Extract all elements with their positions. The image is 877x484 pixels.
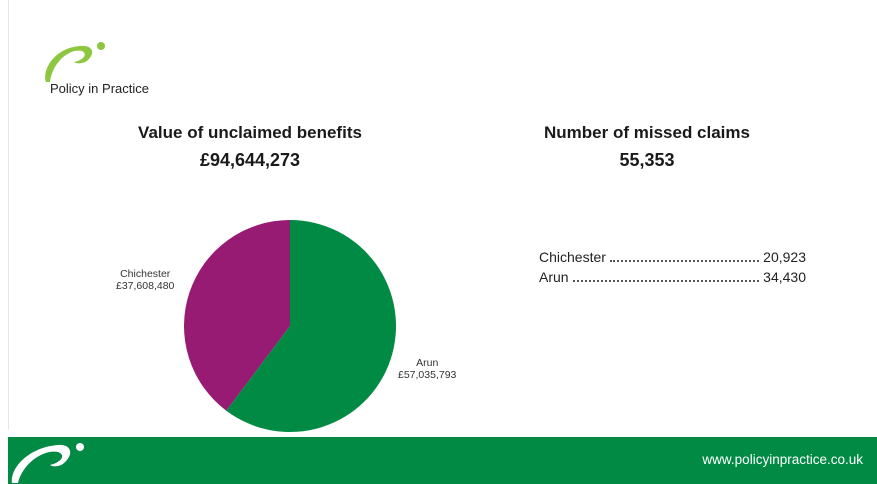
claims-value-arun: 34,430 — [763, 269, 806, 285]
missed-claims-heading: Number of missed claims — [544, 123, 750, 142]
logo-text: Policy in Practice — [50, 81, 149, 96]
slice-label-chichester-value: £37,608,480 — [116, 280, 175, 292]
policy-in-practice-logo-icon — [45, 42, 105, 82]
pie-chart — [180, 218, 400, 434]
website-link[interactable]: www.policyinpractice.co.uk — [702, 452, 863, 467]
claims-area-arun: Arun — [539, 269, 569, 285]
footer-bar: www.policyinpractice.co.uk — [8, 437, 877, 484]
slice-label-arun-value: £57,035,793 — [398, 369, 457, 381]
slice-label-arun-name: Arun — [416, 357, 439, 369]
claims-value-chichester: 20,923 — [763, 249, 806, 265]
missed-claims-list: Chichester 20,923 Arun 34,430 — [539, 249, 806, 289]
missed-claims-total: 55,353 — [619, 150, 675, 170]
dot-leader — [572, 280, 760, 282]
pie-slice-chichester — [184, 220, 290, 411]
slice-label-arun: Arun £57,035,793 — [398, 357, 456, 381]
slice-label-chichester-name: Chichester — [120, 268, 171, 280]
footer-swoosh-icon — [11, 443, 84, 483]
claims-row-chichester: Chichester 20,923 — [539, 249, 806, 269]
slice-label-chichester: Chichester £37,608,480 — [116, 268, 174, 292]
claims-row-arun: Arun 34,430 — [539, 269, 806, 289]
pie-slice-arun — [226, 220, 396, 432]
dot-leader — [609, 260, 760, 262]
left-border — [8, 0, 9, 430]
pie-svg — [184, 220, 396, 432]
claims-area-chichester: Chichester — [539, 249, 606, 265]
unclaimed-benefits-total: £94,644,273 — [199, 150, 301, 170]
unclaimed-benefits-heading: Value of unclaimed benefits — [138, 123, 362, 142]
logo: Policy in Practice — [40, 40, 180, 100]
